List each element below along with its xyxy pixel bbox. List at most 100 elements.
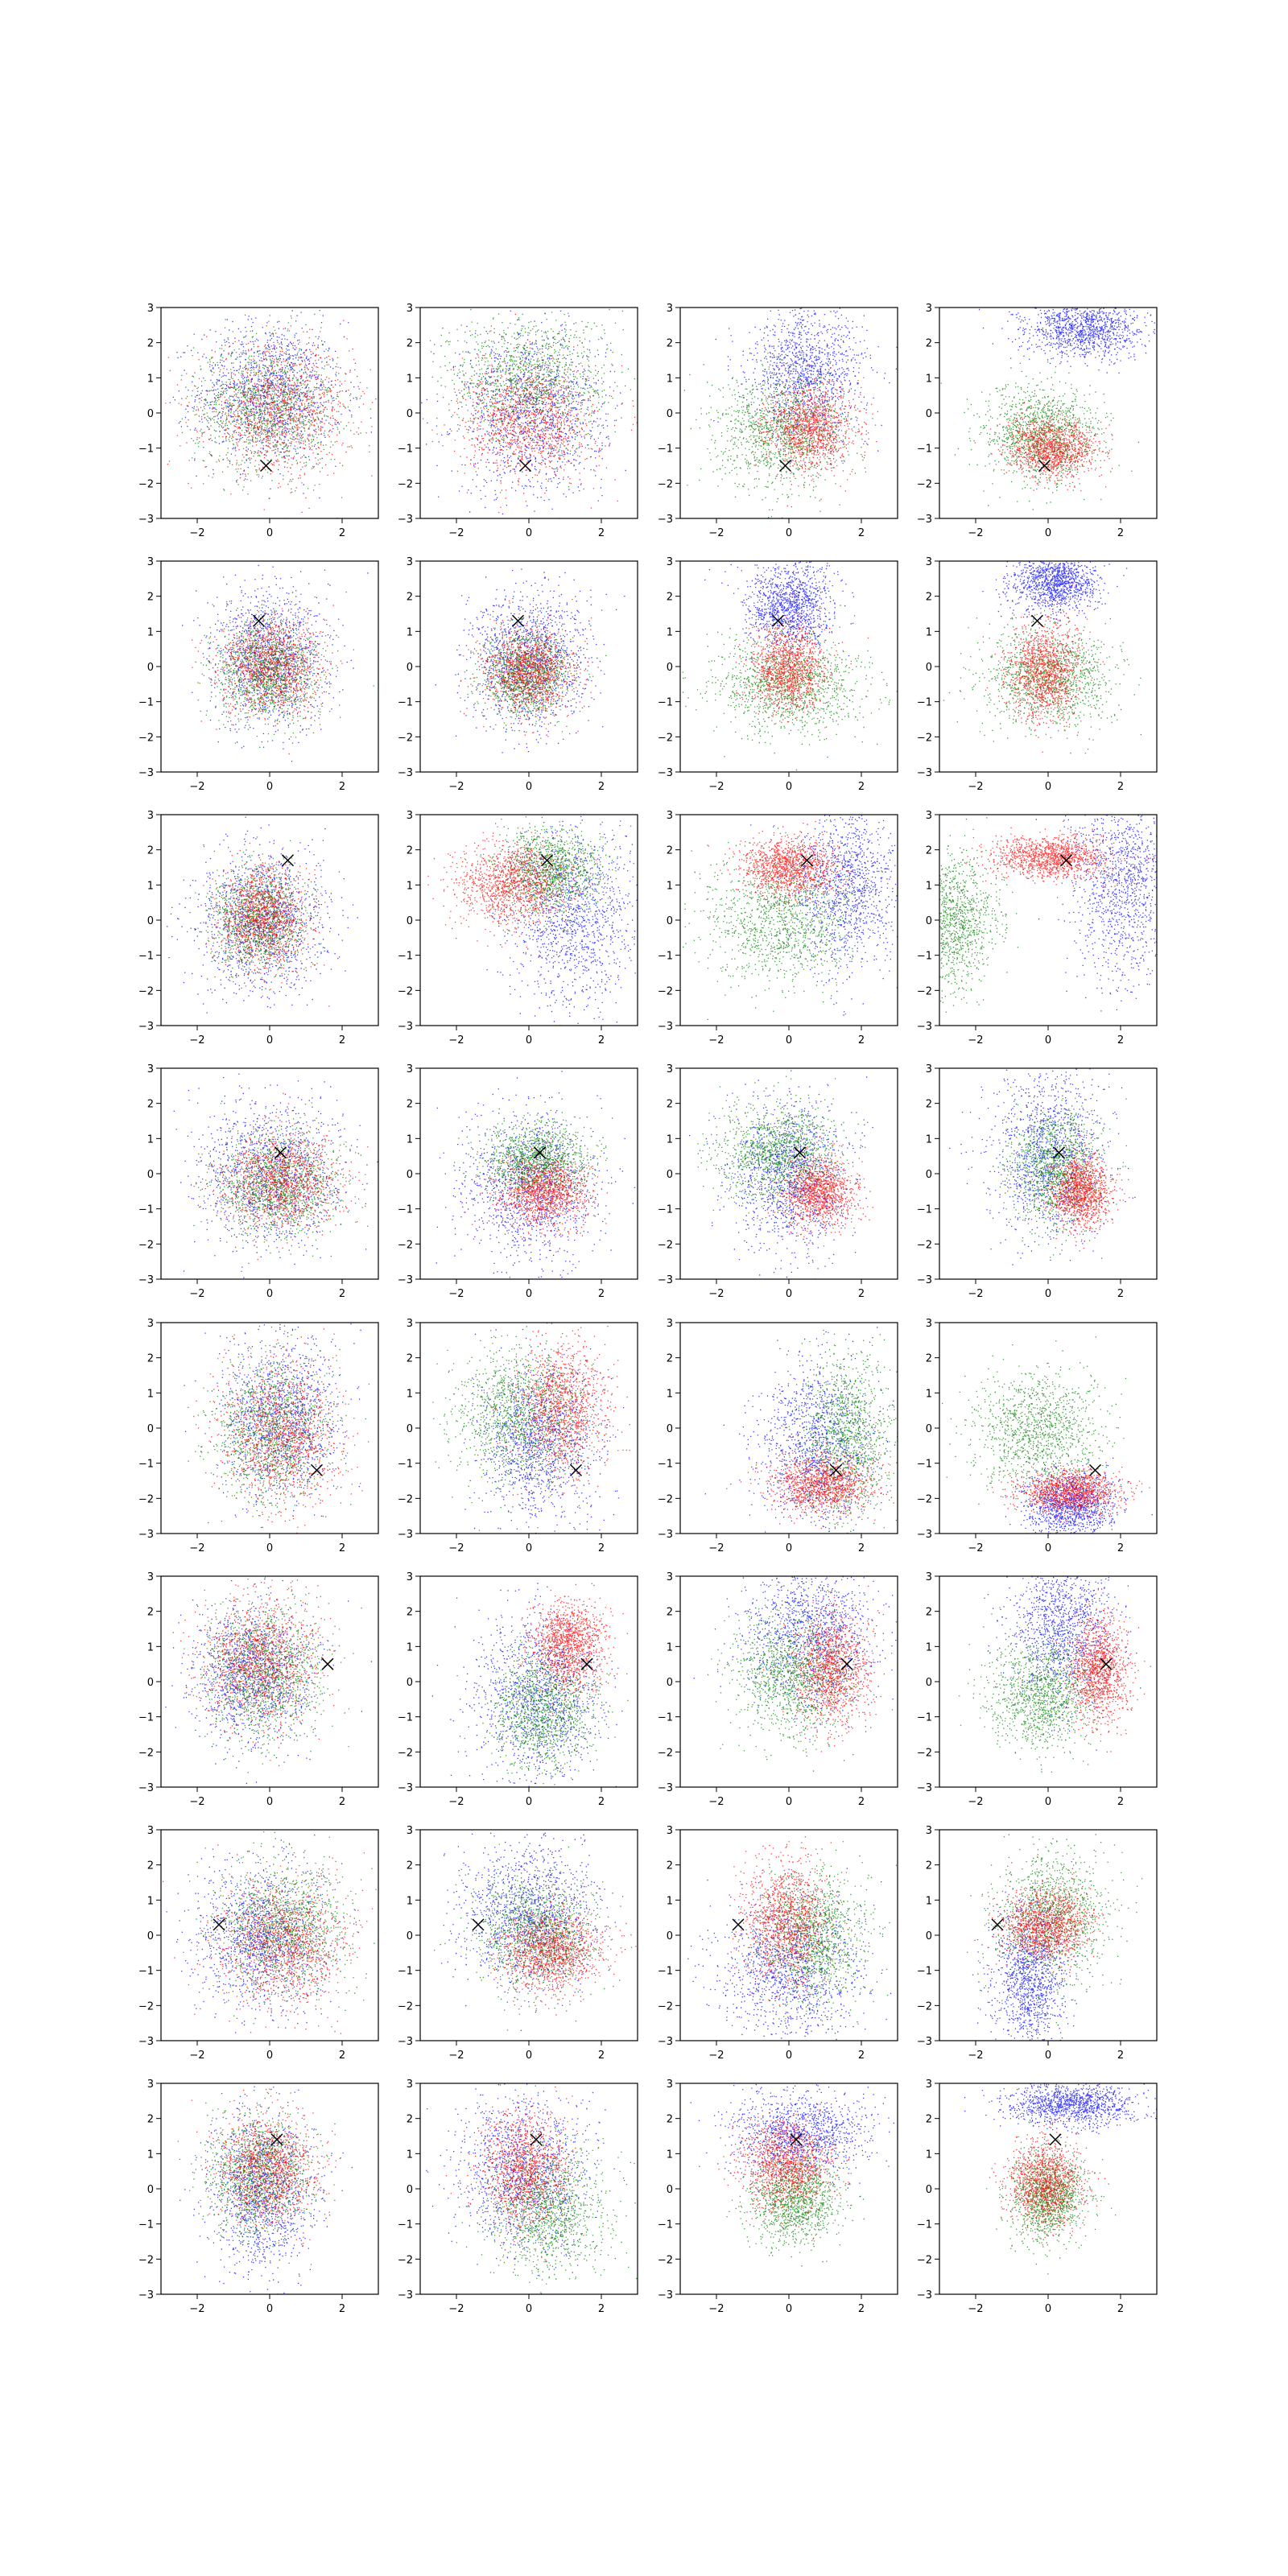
x-tick-label: 2	[1117, 1796, 1124, 1808]
y-tick-label: 3	[147, 556, 154, 568]
x-tick-label: −2	[968, 527, 983, 539]
y-tick-label: 2	[667, 1607, 673, 1619]
green-series-points	[682, 597, 898, 771]
y-tick-label: −1	[398, 1712, 413, 1724]
x-tick-label: 0	[526, 1796, 532, 1808]
y-tick-label: 2	[147, 338, 154, 350]
y-tick-label: 0	[667, 1423, 673, 1435]
y-tick-label: −2	[658, 478, 673, 490]
x-tick-label: 0	[526, 1034, 532, 1046]
y-tick-label: −1	[658, 1459, 673, 1471]
panel-r4-c2: −2 0 2 −3 −2 −1 0 1 2 3	[398, 1063, 638, 1300]
x-tick-label: 2	[339, 1796, 345, 1808]
x-tick-label: −2	[968, 1034, 983, 1046]
panel-r5-c3: −2 0 2 −3 −2 −1 0 1 2 3	[658, 1318, 898, 1554]
y-tick-label: 3	[407, 556, 413, 568]
red-series-points	[192, 597, 343, 755]
x-tick-label: −2	[448, 1796, 464, 1808]
y-tick-label: 1	[667, 2149, 673, 2161]
red-series-points	[965, 817, 1154, 898]
panel-r3-c3: −2 0 2 −3 −2 −1 0 1 2 3	[658, 810, 898, 1046]
y-tick-label: −3	[398, 514, 413, 526]
y-tick-label: −2	[658, 2254, 673, 2266]
x-tick-label: 2	[1117, 2050, 1124, 2062]
y-tick-label: −3	[138, 1274, 154, 1286]
y-tick-label: −2	[398, 985, 413, 997]
green-series-points	[985, 1087, 1127, 1259]
y-tick-label: 3	[926, 1571, 932, 1583]
red-series-points	[470, 1882, 637, 2016]
panel-r5-c1: −2 0 2 −3 −2 −1 0 1 2 3	[138, 1318, 379, 1554]
red-series-points	[193, 1325, 369, 1534]
y-tick-label: 2	[926, 1607, 932, 1619]
green-series-points	[429, 308, 636, 491]
y-tick-label: 0	[407, 915, 413, 927]
blue-series-points	[421, 310, 626, 518]
red-series-points	[464, 1129, 608, 1253]
x-tick-label: 2	[598, 781, 605, 793]
y-tick-label: −2	[398, 1239, 413, 1251]
x-marker	[580, 1657, 593, 1670]
points-layer	[163, 1831, 377, 2041]
y-tick-label: −2	[398, 1493, 413, 1505]
y-tick-label: 2	[667, 338, 673, 350]
x-marker	[518, 459, 532, 473]
x-tick-label: 2	[1117, 1034, 1124, 1046]
panel-r3-c1: −2 0 2 −3 −2 −1 0 1 2 3	[138, 810, 379, 1046]
y-tick-label: 1	[147, 880, 154, 892]
x-tick-label: −2	[448, 2050, 464, 2062]
panel-r7-c1: −2 0 2 −3 −2 −1 0 1 2 3	[138, 1825, 379, 2062]
x-tick-label: 2	[598, 2303, 605, 2315]
x-tick-label: 2	[1117, 1542, 1124, 1554]
red-series-points	[191, 2088, 341, 2256]
y-tick-label: 1	[407, 626, 413, 638]
y-tick-label: 1	[407, 2149, 413, 2161]
x-tick-label: 0	[526, 1288, 532, 1300]
y-tick-label: 0	[926, 915, 932, 927]
y-tick-label: −1	[658, 697, 673, 709]
blue-series-points	[165, 1579, 373, 1785]
y-tick-label: 1	[147, 626, 154, 638]
blue-series-points	[486, 815, 638, 1026]
y-tick-label: 2	[407, 1353, 413, 1365]
x-tick-label: −2	[448, 1034, 464, 1046]
blue-series-points	[949, 1068, 1136, 1265]
x-marker	[732, 1918, 745, 1931]
y-tick-label: 0	[926, 1677, 932, 1689]
y-tick-label: 2	[667, 1353, 673, 1365]
y-tick-label: −2	[658, 2000, 673, 2013]
red-series-points	[991, 1456, 1143, 1523]
panel-r4-c4: −2 0 2 −3 −2 −1 0 1 2 3	[917, 1063, 1158, 1300]
y-tick-label: −2	[138, 2000, 154, 2013]
x-tick-label: 0	[786, 1034, 792, 1046]
y-tick-label: 0	[147, 408, 154, 420]
y-tick-label: −1	[138, 1712, 154, 1724]
x-marker	[281, 854, 295, 867]
green-series-points	[683, 819, 887, 1020]
y-tick-label: −1	[917, 951, 932, 963]
y-tick-label: 0	[926, 662, 932, 674]
y-tick-label: −3	[138, 1021, 154, 1033]
points-layer	[683, 815, 898, 1020]
x-tick-label: −2	[189, 1796, 204, 1808]
y-tick-label: −3	[138, 2289, 154, 2301]
green-series-points	[188, 1326, 370, 1529]
y-tick-label: 2	[147, 1353, 154, 1365]
y-tick-label: −1	[138, 1966, 154, 1978]
y-tick-label: 2	[147, 1607, 154, 1619]
y-tick-label: 3	[667, 1318, 673, 1330]
y-tick-label: 0	[667, 1677, 673, 1689]
y-tick-label: −1	[398, 1459, 413, 1471]
x-tick-label: −2	[708, 527, 724, 539]
x-marker	[778, 459, 792, 473]
panel-r8-c4: −2 0 2 −3 −2 −1 0 1 2 3	[917, 2079, 1158, 2315]
axes-frame	[160, 1829, 379, 2041]
y-tick-label: −3	[138, 1529, 154, 1541]
y-tick-label: 3	[926, 810, 932, 822]
y-tick-label: 0	[667, 915, 673, 927]
y-tick-label: 2	[407, 592, 413, 604]
axes-frame	[939, 1575, 1158, 1788]
red-series-points	[760, 1579, 893, 1752]
x-tick-label: 2	[598, 1034, 605, 1046]
y-tick-label: 3	[147, 303, 154, 315]
